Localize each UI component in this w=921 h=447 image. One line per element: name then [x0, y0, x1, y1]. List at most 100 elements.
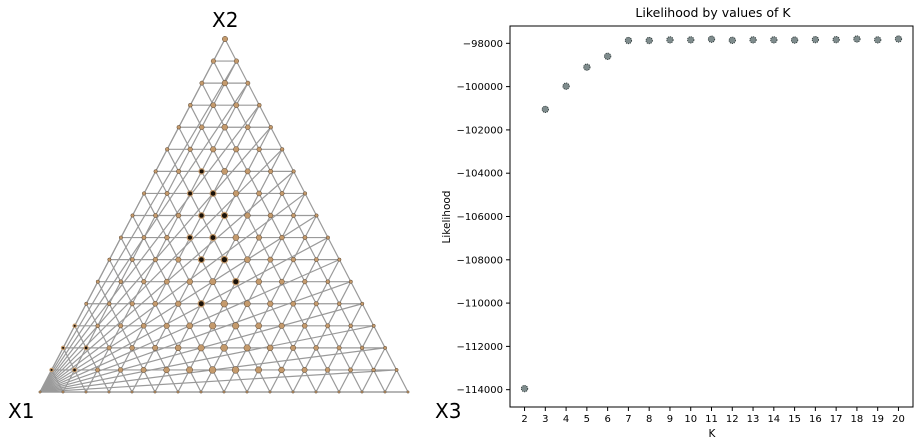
ternary-node [231, 366, 240, 374]
ternary-node [301, 323, 308, 329]
ternary-node [244, 256, 251, 263]
plot-frame [509, 25, 914, 408]
data-point [790, 36, 799, 44]
data-point [811, 35, 820, 44]
ternary-node [371, 367, 376, 373]
y-axis: −98000 −100000 −102000 −104000 −106000 −10800… [456, 39, 510, 396]
ternary-node [198, 168, 205, 175]
x-tick-label: 3 [542, 414, 548, 425]
ternary-node [267, 256, 274, 263]
ternary-node [314, 213, 319, 218]
grid-line-x1 [74, 325, 110, 393]
ternary-node [176, 390, 180, 394]
ternary-node [60, 345, 66, 351]
ternary-node [199, 390, 203, 394]
x-tick-label: 5 [584, 414, 590, 425]
ternary-node [107, 301, 112, 306]
ternary-node [256, 190, 262, 197]
ternary-node [290, 301, 296, 307]
ternary-node [140, 367, 147, 373]
ternary-node [152, 257, 158, 263]
ternary-node [232, 322, 240, 330]
ternary-node [267, 300, 274, 307]
ternary-node [186, 278, 193, 285]
ternary-node [291, 390, 295, 394]
ternary-node [360, 345, 365, 350]
ternary-node [233, 102, 240, 108]
ternary-node [337, 257, 342, 262]
ternary-node [360, 301, 365, 306]
ternary-node [209, 233, 217, 242]
ternary-node [176, 125, 181, 130]
ternary-node [314, 390, 318, 394]
ternary-node [220, 300, 228, 308]
ternary-node [220, 211, 229, 220]
ternary-node [208, 366, 217, 374]
ternary-node [129, 345, 135, 351]
data-point [603, 52, 612, 60]
grid-line-x3 [338, 325, 375, 393]
ternary-node [176, 168, 182, 174]
ternary-node [197, 300, 205, 308]
ternary-node [186, 234, 194, 241]
ternary-node [220, 255, 229, 264]
ternary-node [243, 344, 251, 352]
ternary-node [255, 366, 262, 374]
ternary-node [130, 257, 135, 262]
ternary-node [152, 344, 159, 351]
data-point [520, 384, 529, 393]
x-axis: 2 3 4 5 6 7 8 9 10 11 12 13 14 15 16 17 18 19 20 [521, 407, 905, 425]
x-tick-label: 9 [667, 414, 673, 425]
ternary-node [164, 278, 170, 285]
x-tick-label: 15 [788, 414, 801, 425]
vertex-label-x3: X3 [435, 399, 461, 423]
ternary-node [163, 366, 170, 374]
ternary-node [268, 125, 273, 130]
ternary-node [222, 390, 226, 394]
ternary-node [290, 344, 297, 351]
ternary-node [267, 212, 274, 219]
x-tick-label: 19 [871, 414, 884, 425]
ternary-node [119, 235, 123, 240]
data-point [707, 35, 716, 43]
ternary-node [118, 323, 124, 329]
ternary-node [84, 301, 89, 306]
ternary-node [152, 301, 158, 307]
ternary-node [95, 323, 100, 328]
ternary-node [233, 146, 240, 153]
grid-line-x1 [97, 281, 156, 393]
y-tick-label: −110000 [456, 299, 503, 310]
y-tick-label: −98000 [463, 39, 503, 50]
ternary-node [279, 191, 285, 196]
ternary-node [186, 322, 193, 330]
ternary-node [301, 367, 308, 373]
ternary-node [222, 36, 228, 42]
ternary-node [188, 102, 193, 108]
ternary-node [83, 345, 89, 351]
x-tick-label: 4 [563, 414, 569, 425]
ternary-node [278, 322, 285, 329]
y-tick-label: −106000 [456, 212, 503, 223]
grid-line-x3 [154, 149, 283, 393]
ternary-node [255, 322, 262, 330]
x-tick-label: 14 [767, 414, 780, 425]
ternary-node [72, 367, 78, 373]
ternary-node [117, 367, 124, 373]
ternary-node [326, 235, 330, 240]
ternary-node [107, 390, 111, 394]
ternary-node [325, 279, 331, 284]
ternary-node [279, 234, 285, 241]
vertex-label-x1: X1 [8, 399, 34, 423]
ternary-node [313, 301, 319, 307]
data-point [894, 35, 903, 43]
ternary-node [325, 323, 331, 329]
ternary-node [302, 235, 308, 240]
ternary-node [107, 257, 112, 262]
grid-line-x3 [246, 237, 329, 393]
ternary-node [210, 146, 217, 153]
ternary-node [209, 189, 217, 197]
ternary-node [406, 390, 410, 394]
ternary-node [244, 168, 251, 175]
ternary-node [266, 344, 274, 352]
ternary-node [199, 124, 205, 130]
